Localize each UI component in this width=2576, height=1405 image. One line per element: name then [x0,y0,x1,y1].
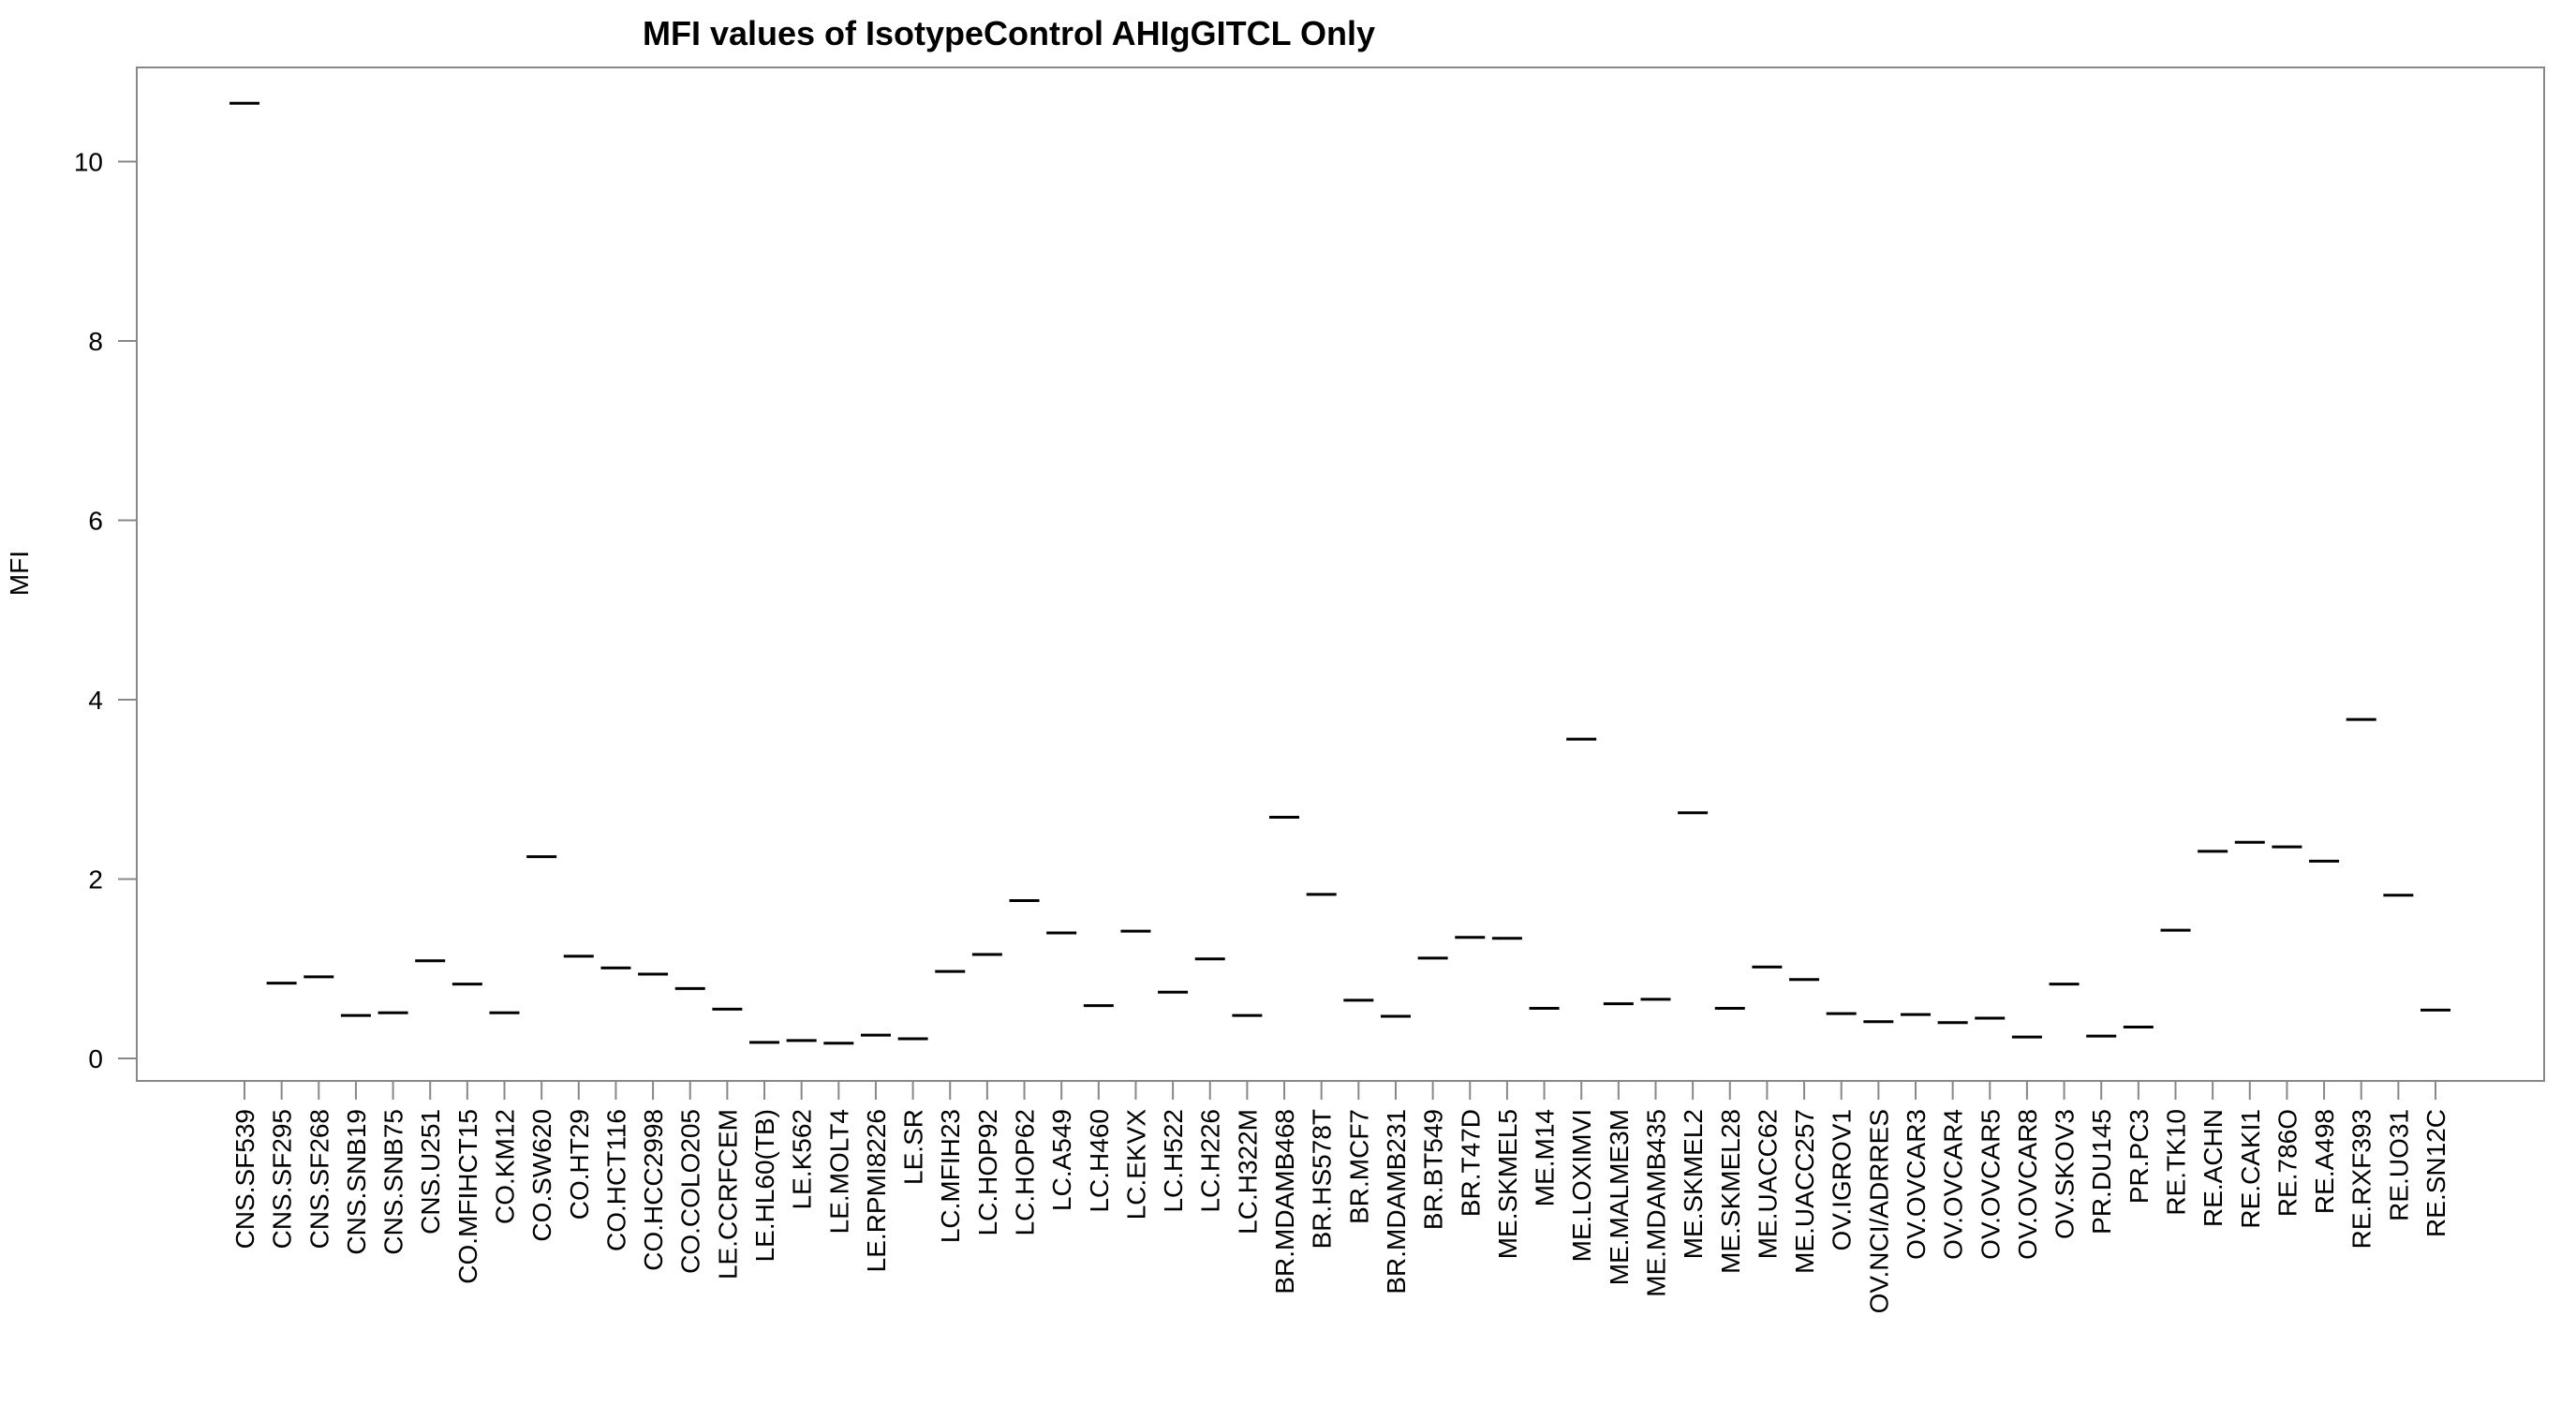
y-axis-label: MFI [5,551,34,596]
x-tick-label: LE.RPMI8226 [862,1109,891,1272]
x-tick-label: CNS.SF295 [268,1109,297,1249]
x-tick-label: OV.SKOV3 [2050,1109,2080,1239]
x-tick-label: LE.K562 [788,1109,817,1209]
x-tick-label: BR.T47D [1456,1109,1485,1217]
x-tick-label: LC.H322M [1233,1109,1262,1235]
x-tick-label: ME.UACC257 [1790,1109,1819,1274]
x-tick-label: CO.KM12 [491,1109,520,1224]
y-tick-label: 10 [74,148,103,177]
x-tick-label: RE.786O [2273,1109,2302,1217]
x-tick-label: LE.SR [899,1109,928,1185]
y-tick-label: 0 [88,1044,103,1073]
x-tick-label: OV.IGROV1 [1828,1109,1857,1250]
x-tick-label: PR.PC3 [2124,1109,2154,1204]
x-tick-label: RE.CAKI1 [2236,1109,2265,1229]
x-tick-label: BR.MCF7 [1344,1109,1373,1224]
x-tick-label: LC.A549 [1047,1109,1076,1211]
y-tick-label: 4 [88,686,103,715]
x-tick-label: CO.SW620 [527,1109,556,1242]
x-tick-label: BR.MDAMB468 [1270,1109,1299,1294]
x-tick-label: LE.MOLT4 [824,1109,853,1234]
y-tick-label: 6 [88,507,103,536]
x-tick-label: RE.SN12C [2421,1109,2450,1237]
x-tick-label: CO.HT29 [565,1109,594,1220]
x-tick-label: LC.HOP92 [973,1109,1002,1235]
x-tick-label: RE.A498 [2310,1109,2339,1214]
x-axis: CNS.SF539 CNS.SF295 CNS.SF268 CNS.SNB19 CNS.… [230,1080,2450,1313]
x-tick-label: BR.MDAMB231 [1382,1109,1411,1294]
x-tick-label: BR.BT549 [1419,1109,1448,1230]
x-tick-label: RE.RXF393 [2347,1109,2376,1249]
y-axis: 0 2 4 6 8 10 [74,148,138,1073]
y-tick-label: 8 [88,327,103,356]
x-tick-label: CNS.SF268 [304,1109,333,1249]
x-tick-label: ME.MDAMB435 [1641,1109,1670,1297]
x-tick-label: CNS.SNB75 [379,1109,408,1255]
x-tick-label: CO.HCT116 [601,1109,630,1251]
x-tick-label: ME.LOXIMVI [1567,1109,1596,1262]
x-tick-label: ME.SKMEL28 [1716,1109,1745,1274]
x-tick-label: ME.SKMEL5 [1493,1109,1522,1259]
x-tick-label: CNS.SF539 [230,1109,259,1249]
x-tick-label: BR.HS578T [1308,1109,1337,1249]
x-tick-label: LE.HL60(TB) [750,1109,779,1262]
x-tick-label: CNS.U251 [416,1109,445,1235]
x-tick-label: ME.SKMEL2 [1679,1109,1708,1259]
x-tick-label: LC.H226 [1196,1109,1225,1213]
x-tick-label: ME.M14 [1531,1109,1560,1206]
x-tick-label: CO.HCC2998 [639,1109,668,1271]
x-tick-label: CO.MFIHCT15 [453,1109,482,1284]
x-tick-label: PR.DU145 [2087,1109,2116,1235]
x-tick-label: LC.H522 [1159,1109,1188,1213]
x-tick-label: LC.EKVX [1121,1109,1150,1220]
chart-title: MFI values of IsotypeControl AHIgGITCL O… [643,14,1375,52]
data-marks [229,101,2450,1045]
x-tick-label: ME.UACC62 [1753,1109,1782,1259]
x-tick-label: LE.CCRFCEM [713,1109,742,1279]
x-tick-label: OV.OVCAR8 [2013,1109,2042,1260]
x-tick-label: CNS.SNB19 [342,1109,371,1255]
x-tick-label: OV.NCI/ADRRES [1864,1109,1893,1313]
x-tick-label: LC.H460 [1085,1109,1114,1213]
x-tick-label: CO.COLO205 [676,1109,705,1274]
x-tick-label: OV.OVCAR3 [1902,1109,1931,1260]
x-tick-label: RE.UO31 [2384,1109,2413,1221]
x-tick-label: OV.OVCAR5 [1976,1109,2005,1260]
x-tick-label: OV.OVCAR4 [1939,1109,1968,1260]
x-tick-label: LC.HOP62 [1011,1109,1040,1235]
y-tick-label: 2 [88,865,103,895]
x-tick-label: RE.ACHN [2198,1109,2228,1227]
x-tick-label: RE.TK10 [2161,1109,2190,1216]
x-tick-label: LC.MFIH23 [936,1109,965,1243]
x-tick-label: ME.MALME3M [1605,1109,1634,1285]
